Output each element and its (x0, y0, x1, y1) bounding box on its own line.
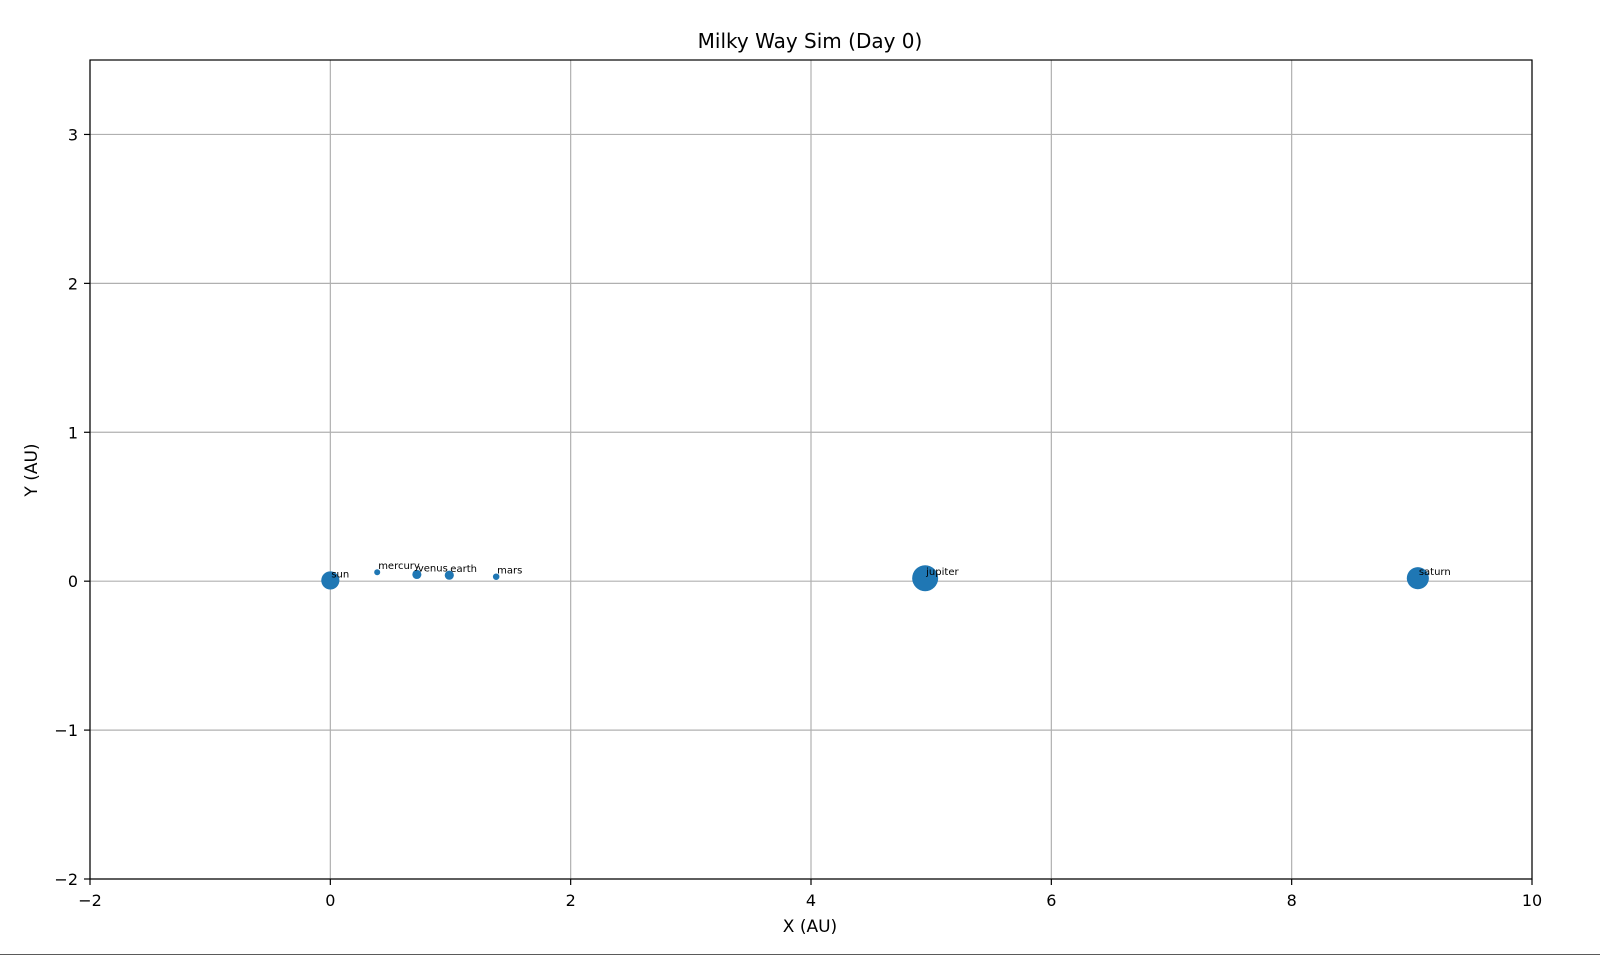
point-mercury (374, 569, 381, 576)
point-earth (444, 570, 454, 580)
point-saturn (1406, 567, 1429, 590)
window-bottom-border (0, 954, 1600, 955)
x-tick-label: −2 (78, 891, 102, 910)
y-axis-label: Y (AU) (22, 443, 42, 497)
x-tick-label: 8 (1287, 891, 1297, 910)
y-tick-label: 0 (68, 572, 78, 591)
chart-title: Milky Way Sim (Day 0) (698, 29, 923, 53)
x-tick-label: 6 (1046, 891, 1056, 910)
x-axis-ticks: −2 0 2 4 6 8 10 (78, 879, 1542, 910)
point-label-earth: earth (450, 564, 477, 575)
x-tick-label: 10 (1522, 891, 1542, 910)
data-points (321, 565, 1429, 592)
point-jupiter (912, 565, 939, 592)
x-tick-label: 2 (566, 891, 576, 910)
x-tick-label: 0 (325, 891, 335, 910)
point-label-sun: sun (331, 569, 349, 580)
grid (89, 60, 1533, 880)
y-tick-label: −1 (54, 721, 78, 740)
point-label-venus: venus (418, 563, 448, 574)
point-label-jupiter: jupiter (925, 567, 959, 578)
y-tick-label: −2 (54, 870, 78, 889)
point-venus (412, 569, 422, 580)
y-tick-label: 2 (68, 274, 78, 293)
y-tick-label: 1 (68, 423, 78, 442)
point-label-mercury: mercury (378, 561, 420, 572)
x-tick-label: 4 (806, 891, 816, 910)
point-label-saturn: saturn (1419, 567, 1451, 578)
y-axis-ticks: −2 −1 0 1 2 3 (54, 125, 90, 889)
point-label-mars: mars (497, 566, 522, 577)
x-axis-label: X (AU) (783, 917, 837, 937)
point-mars (492, 573, 500, 580)
point-sun (321, 571, 340, 590)
y-tick-label: 3 (68, 125, 78, 144)
